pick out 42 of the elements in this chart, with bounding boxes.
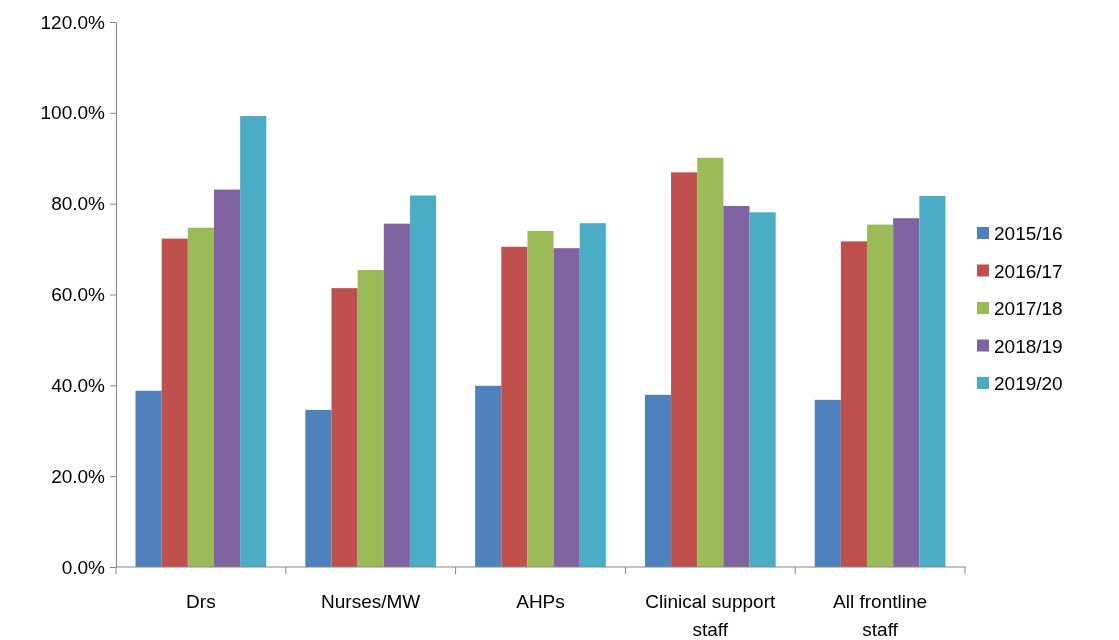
bar bbox=[213, 189, 241, 567]
bar bbox=[814, 399, 841, 567]
y-tick-label: 40.0% bbox=[51, 374, 106, 396]
y-tick-label: 120.0% bbox=[40, 11, 106, 33]
bar bbox=[697, 157, 724, 567]
bar bbox=[579, 223, 606, 567]
legend-label: 2016/17 bbox=[994, 260, 1063, 282]
bar bbox=[723, 205, 750, 567]
bar bbox=[553, 248, 580, 567]
bar bbox=[161, 238, 188, 567]
y-tick-label: 0.0% bbox=[61, 556, 106, 578]
x-tick-label: All frontline staff bbox=[833, 591, 928, 640]
bar bbox=[919, 195, 946, 567]
y-tick-label: 60.0% bbox=[51, 284, 106, 306]
y-tick-label: 20.0% bbox=[51, 465, 106, 487]
bar bbox=[240, 116, 267, 567]
bar bbox=[357, 269, 384, 567]
bar bbox=[749, 212, 776, 567]
legend-label: 2019/20 bbox=[994, 373, 1063, 394]
bar bbox=[187, 227, 214, 567]
bar bbox=[383, 223, 410, 567]
bar bbox=[475, 385, 502, 567]
legend-label: 2015/16 bbox=[994, 223, 1063, 244]
bar bbox=[501, 246, 528, 567]
bar bbox=[644, 394, 672, 567]
legend-label: 2017/18 bbox=[994, 298, 1063, 319]
bar bbox=[331, 288, 358, 567]
bar bbox=[840, 241, 868, 567]
x-tick-label: AHPs bbox=[516, 591, 565, 612]
x-tick-label: Drs bbox=[186, 591, 216, 612]
bar bbox=[527, 230, 554, 567]
y-tick-label: 100.0% bbox=[40, 102, 106, 124]
bar bbox=[893, 218, 920, 567]
bar bbox=[135, 390, 162, 567]
y-tick-label: 80.0% bbox=[51, 193, 106, 215]
bar bbox=[671, 172, 698, 567]
bar bbox=[409, 195, 437, 567]
bar bbox=[305, 409, 332, 567]
x-tick-label: Nurses/MW bbox=[321, 591, 421, 612]
x-tick-label: Clinical support staff bbox=[645, 591, 776, 640]
legend-label: 2018/19 bbox=[994, 335, 1063, 357]
bar bbox=[867, 224, 894, 567]
